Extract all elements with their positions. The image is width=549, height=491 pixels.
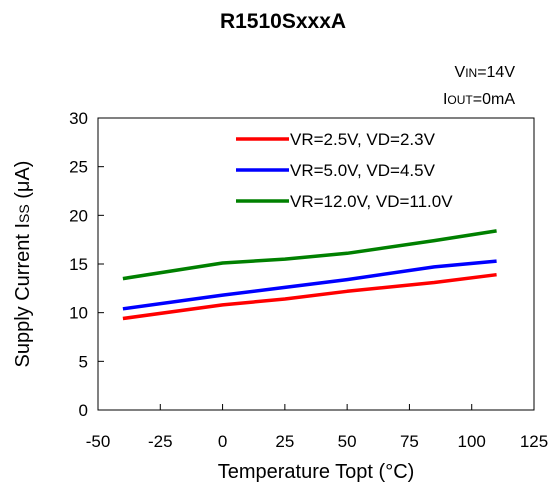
x-axis-label: Temperature Topt (°C) [218, 461, 415, 483]
y-axis-label: Supply Current ISS (μA) [12, 161, 34, 368]
x-tick-label: 75 [400, 432, 419, 451]
y-tick-label: 30 [69, 109, 88, 128]
condition-vin: VIN=14V [455, 64, 516, 81]
series-line-1 [122, 272, 497, 321]
x-tick-label: -50 [86, 432, 111, 451]
legend-label-1: VR=2.5V, VD=2.3V [290, 130, 436, 149]
x-tick-label: 100 [458, 432, 486, 451]
x-tick-label: 50 [338, 432, 357, 451]
legend-label-2: VR=5.0V, VD=4.5V [290, 161, 436, 180]
y-tick-label: 15 [69, 255, 88, 274]
legend-label-3: VR=12.0V, VD=11.0V [290, 192, 453, 211]
y-tick-label: 25 [69, 158, 88, 177]
series-line-3 [122, 229, 497, 281]
y-tick-label: 0 [79, 401, 88, 420]
x-tick-label: 0 [218, 432, 227, 451]
y-tick-label: 5 [79, 352, 88, 371]
condition-iout: IOUT=0mA [443, 91, 515, 108]
legend: VR=2.5V, VD=2.3V VR=5.0V, VD=4.5V VR=12.0V… [236, 130, 453, 211]
x-tick-label: -25 [148, 432, 173, 451]
x-axis-ticks: -50 -25 0 25 50 75 100 125 [86, 404, 548, 451]
series-lines [122, 229, 497, 321]
series-line-2 [122, 259, 497, 311]
x-tick-label: 125 [520, 432, 548, 451]
y-axis-ticks: 0 5 10 15 20 25 30 [69, 109, 104, 420]
y-tick-label: 10 [69, 304, 88, 323]
chart-title: R1510SxxxA [220, 10, 346, 33]
x-tick-label: 25 [275, 432, 294, 451]
y-tick-label: 20 [69, 206, 88, 225]
